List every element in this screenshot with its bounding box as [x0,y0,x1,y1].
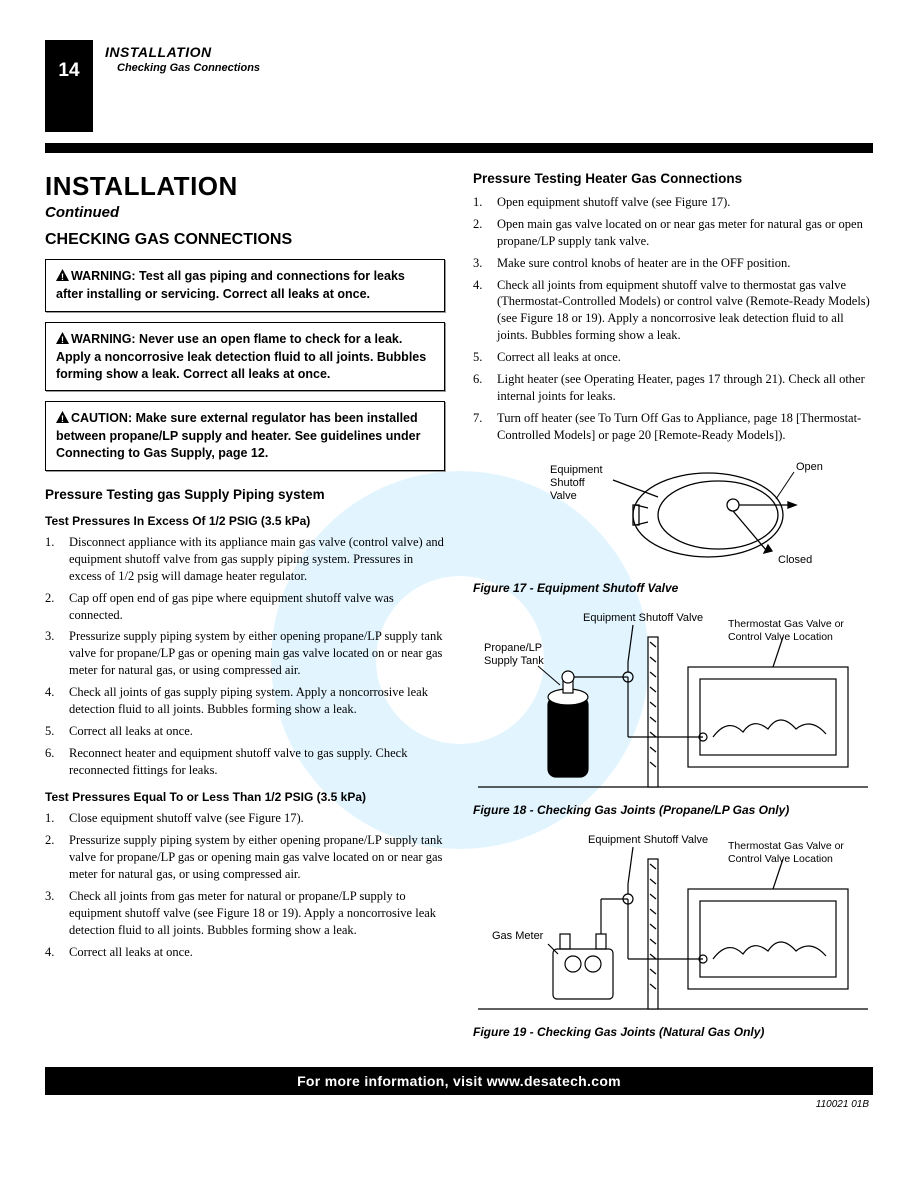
list-item: Turn off heater (see To Turn Off Gas to … [473,410,873,444]
left-column: INSTALLATION Continued CHECKING GAS CONN… [45,171,445,1043]
list-item: Open equipment shutoff valve (see Figure… [473,194,873,211]
fig19-label-shutoff: Equipment Shutoff Valve [588,834,708,846]
page-number-box: 14 [45,40,93,132]
figure-19-svg: Equipment Shutoff Valve Gas Meter Thermo… [478,829,868,1019]
caution-text: CAUTION: Make sure external regulator ha… [56,411,420,460]
right-column: Pressure Testing Heater Gas Connections … [473,171,873,1043]
figure-19: Equipment Shutoff Valve Gas Meter Thermo… [473,829,873,1039]
subheading-equal-less: Test Pressures Equal To or Less Than 1/2… [45,790,445,804]
svg-text:!: ! [61,414,64,423]
list-item: Pressurize supply piping system by eithe… [45,832,445,883]
page-title: INSTALLATION [45,171,445,202]
warning-1-text: WARNING: Test all gas piping and connect… [56,269,405,301]
warning-box-1: ! WARNING: Test all gas piping and conne… [45,259,445,312]
list-excess: Disconnect appliance with its appliance … [45,534,445,778]
section-heading-checking: CHECKING GAS CONNECTIONS [45,231,445,249]
list-item: Close equipment shutoff valve (see Figur… [45,810,445,827]
subheading-pressure-supply: Pressure Testing gas Supply Piping syste… [45,487,445,502]
fig19-label-valve: Thermostat Gas Valve or [728,840,844,852]
header-labels: INSTALLATION Checking Gas Connections [105,44,260,74]
header-section-label: INSTALLATION [105,44,260,60]
fig18-label-valve2: Control Valve Location [728,631,833,643]
list-item: Correct all leaks at once. [473,349,873,366]
header-subsection-label: Checking Gas Connections [117,62,260,74]
list-item: Correct all leaks at once. [45,944,445,961]
list-item: Light heater (see Operating Heater, page… [473,371,873,405]
two-column-layout: INSTALLATION Continued CHECKING GAS CONN… [45,171,873,1043]
list-item: Check all joints of gas supply piping sy… [45,684,445,718]
figure-19-caption: Figure 19 - Checking Gas Joints (Natural… [473,1025,873,1039]
fig18-label-tank: Propane/LP [484,642,542,654]
warning-box-2: ! WARNING: Never use an open flame to ch… [45,322,445,392]
figure-18: Equipment Shutoff Valve Propane/LP Suppl… [473,607,873,817]
top-rule [45,143,873,153]
list-item: Make sure control knobs of heater are in… [473,255,873,272]
fig17-label-closed: Closed [778,554,812,566]
list-equal-less: Close equipment shutoff valve (see Figur… [45,810,445,960]
list-item: Reconnect heater and equipment shutoff v… [45,745,445,779]
page-header: 14 INSTALLATION Checking Gas Connections [45,40,873,135]
figure-17-caption: Figure 17 - Equipment Shutoff Valve [473,581,873,595]
figure-17: Equipment Shutoff Valve Open Closed Figu… [473,455,873,595]
figure-17-svg: Equipment Shutoff Valve Open Closed [518,455,828,575]
warning-icon: ! [56,269,69,286]
list-item: Correct all leaks at once. [45,723,445,740]
list-item: Check all joints from equipment shutoff … [473,277,873,345]
figure-18-svg: Equipment Shutoff Valve Propane/LP Suppl… [478,607,868,797]
subheading-pressure-heater: Pressure Testing Heater Gas Connections [473,171,873,186]
warning-2-text: WARNING: Never use an open flame to chec… [56,332,426,381]
caution-box: ! CAUTION: Make sure external regulator … [45,401,445,471]
fig19-label-meter: Gas Meter [492,930,544,942]
list-item: Open main gas valve located on or near g… [473,216,873,250]
figure-18-caption: Figure 18 - Checking Gas Joints (Propane… [473,803,873,817]
footer-text: For more information, visit www.desatech… [297,1073,621,1089]
document-id: 110021 01B [45,1099,873,1110]
page-number: 14 [58,60,79,81]
caution-icon: ! [56,411,69,428]
fig18-label-tank2: Supply Tank [484,655,544,667]
continued-label: Continued [45,204,445,221]
fig18-label-shutoff: Equipment Shutoff Valve [583,612,703,624]
fig18-label-valve: Thermostat Gas Valve or [728,618,844,630]
fig19-label-valve2: Control Valve Location [728,853,833,865]
svg-text:!: ! [61,272,64,281]
warning-icon: ! [56,332,69,349]
fig17-label-valve: Valve [550,490,577,502]
fig17-label-equipment: Equipment [550,464,603,476]
list-heater: Open equipment shutoff valve (see Figure… [473,194,873,443]
svg-text:!: ! [61,335,64,344]
page-container: 14 INSTALLATION Checking Gas Connections… [0,0,918,1140]
subheading-excess: Test Pressures In Excess Of 1/2 PSIG (3.… [45,514,445,528]
fig17-label-open: Open [796,461,823,473]
list-item: Cap off open end of gas pipe where equip… [45,590,445,624]
footer-bar: For more information, visit www.desatech… [45,1067,873,1095]
list-item: Check all joints from gas meter for natu… [45,888,445,939]
list-item: Disconnect appliance with its appliance … [45,534,445,585]
list-item: Pressurize supply piping system by eithe… [45,628,445,679]
fig17-label-shutoff: Shutoff [550,477,586,489]
